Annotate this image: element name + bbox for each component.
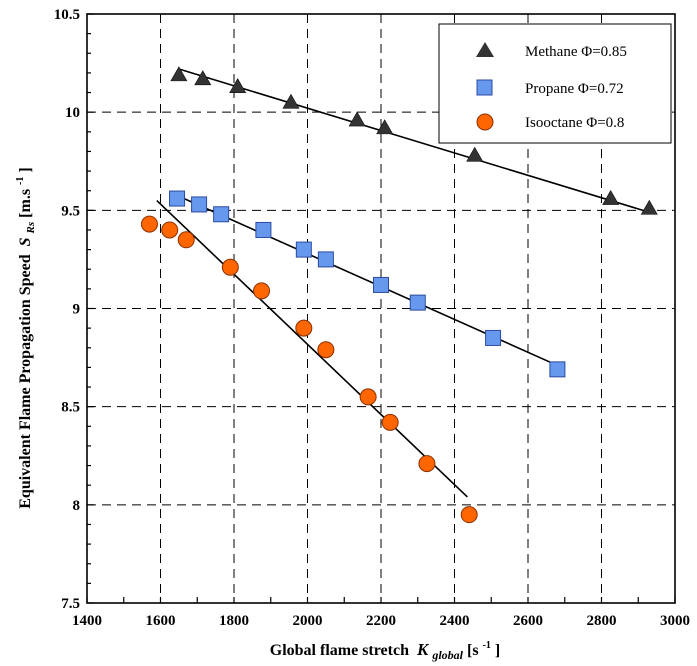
y-tick-label: 10 <box>65 105 80 121</box>
data-point-square <box>373 276 389 293</box>
x-tick-label: 1600 <box>146 613 176 629</box>
data-point-triangle <box>194 70 212 86</box>
data-point-square <box>255 221 272 238</box>
data-point-square <box>213 206 230 223</box>
data-point-triangle <box>376 119 394 135</box>
y-tick-label: 9 <box>73 302 81 318</box>
y-tick-label: 9.5 <box>61 203 80 219</box>
legend-marker-triangle-icon <box>476 42 494 57</box>
data-point-square <box>317 251 334 268</box>
y-axis-title-subscript: Rs <box>25 222 37 235</box>
y-tick-label: 10.5 <box>54 7 80 23</box>
data-point-circle <box>161 221 179 239</box>
x-axis-title-main: Global flame stretch <box>270 642 409 659</box>
x-tick-label: 2200 <box>366 613 396 629</box>
x-axis-title-symbol: K <box>416 640 430 659</box>
data-point-circle <box>460 506 478 524</box>
y-axis-title-main: Equivalent Flame Propagation Speed <box>17 254 34 508</box>
fit-line-triangle <box>178 68 650 214</box>
axis-layer: 1400 1600 1800 2000 2200 2400 2600 2800 3000 7.5 8… <box>54 7 690 629</box>
y-axis-title-unit: [m.s <box>17 189 34 218</box>
y-axis-title: Equivalent Flame Propagation Speed S Rs … <box>10 167 38 508</box>
data-point-circle <box>359 388 377 406</box>
legend-item-isooctane: Isooctane Φ=0.8 <box>476 113 624 131</box>
data-point-triangle <box>348 111 366 127</box>
legend-marker-circle-icon <box>476 113 494 131</box>
x-axis-title: Global flame stretch K global [s -1 ] <box>270 635 500 663</box>
data-point-triangle <box>282 93 300 109</box>
marker-layer <box>140 66 658 524</box>
data-point-circle <box>140 215 158 233</box>
x-axis-title-unit: [s <box>467 642 479 659</box>
data-point-triangle <box>640 199 658 215</box>
legend-label-methane: Methane Φ=0.85 <box>525 44 627 60</box>
data-point-circle <box>418 455 436 473</box>
y-tick-label: 8 <box>73 498 81 514</box>
legend-marker-square-icon <box>476 79 493 96</box>
data-point-circle <box>253 282 271 300</box>
x-tick-label: 2800 <box>587 613 617 629</box>
legend-label-isooctane: Isooctane Φ=0.8 <box>525 115 624 131</box>
data-point-square <box>485 329 502 346</box>
data-point-square <box>295 241 312 258</box>
x-tick-label: 1400 <box>72 613 102 629</box>
legend-label-propane: Propane Φ=0.72 <box>525 81 624 97</box>
data-point-circle <box>177 231 195 249</box>
data-point-triangle <box>466 146 484 162</box>
x-tick-label: 2400 <box>440 613 470 629</box>
y-axis-title-unit-suffix: ] <box>17 167 34 172</box>
data-point-circle <box>295 319 313 337</box>
data-point-circle <box>221 258 239 276</box>
x-tick-label: 2000 <box>293 613 323 629</box>
x-tick-label: 3000 <box>660 613 690 629</box>
data-point-triangle <box>229 78 247 93</box>
data-point-circle <box>381 413 399 431</box>
data-point-square <box>169 190 186 207</box>
legend: Methane Φ=0.85 Propane Φ=0.72 Isooctane … <box>438 23 672 144</box>
fit-line-circle <box>156 199 468 498</box>
y-tick-label: 7.5 <box>61 596 80 612</box>
data-point-triangle <box>602 189 620 205</box>
data-point-circle <box>317 341 335 359</box>
y-axis-title-unit-exponent: -1 <box>15 177 26 185</box>
y-axis-title-symbol: S <box>17 237 34 246</box>
data-point-square <box>191 196 208 213</box>
legend-item-methane: Methane Φ=0.85 <box>476 42 627 60</box>
data-point-square <box>549 361 566 378</box>
x-axis-title-unit-exponent: -1 <box>483 640 491 651</box>
legend-item-propane: Propane Φ=0.72 <box>476 79 624 97</box>
y-tick-label: 8.5 <box>61 400 80 416</box>
x-axis-title-unit-suffix: ] <box>495 642 500 659</box>
x-tick-label: 2600 <box>513 613 543 629</box>
x-axis-title-subscript: global <box>431 648 463 662</box>
data-point-triangle <box>170 66 188 82</box>
x-tick-label: 1800 <box>219 613 249 629</box>
data-point-square <box>409 294 426 311</box>
